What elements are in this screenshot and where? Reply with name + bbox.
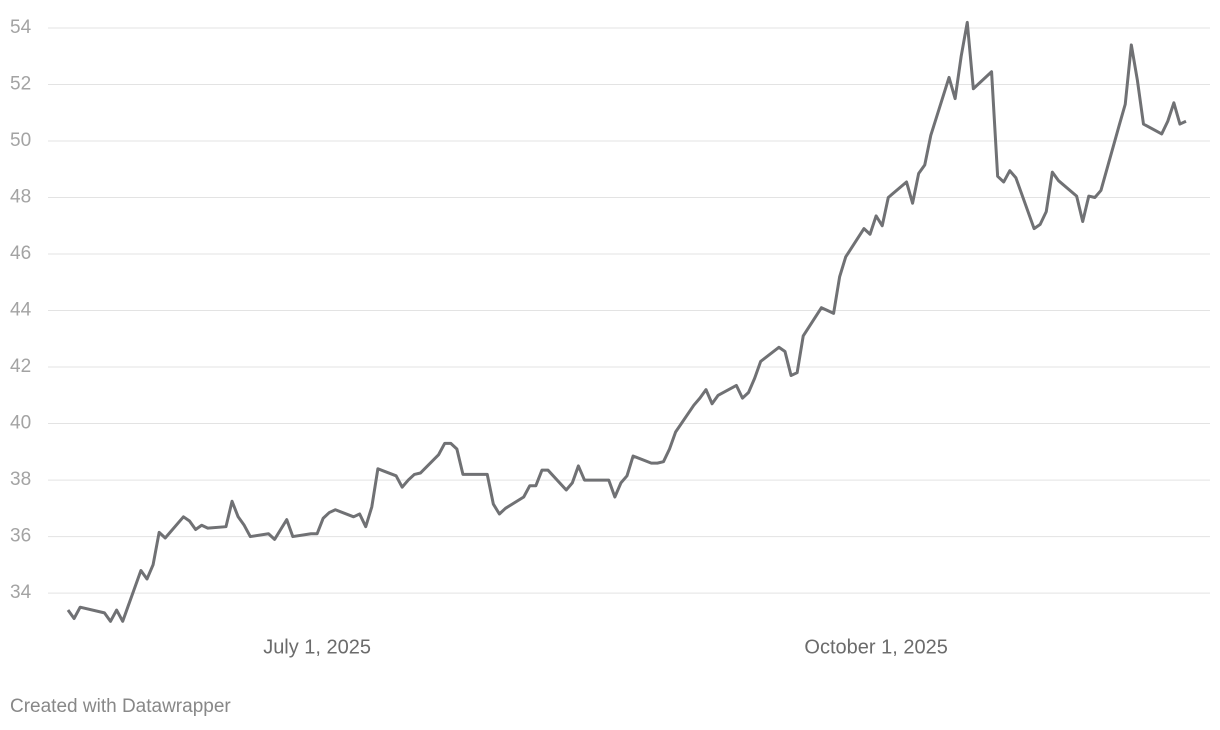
y-tick-label: 44: [10, 300, 32, 321]
y-tick-label: 52: [10, 74, 31, 95]
y-tick-label: 34: [10, 582, 32, 603]
y-tick-label: 50: [10, 130, 31, 151]
line: [66, 20, 1187, 623]
x-tick-label: October 1, 2025: [804, 636, 947, 658]
y-tick-label: 36: [10, 526, 31, 547]
y-tick-label: 40: [10, 413, 31, 434]
y-tick-label: 46: [10, 243, 31, 264]
y-tick-label: 48: [10, 187, 31, 208]
x-tick-label: July 1, 2025: [263, 636, 371, 658]
credit: Created with Datawrapper: [10, 696, 231, 717]
y-tick-label: 38: [10, 469, 31, 490]
y-tick-label: 54: [10, 17, 32, 38]
y-tick-label: 42: [10, 356, 31, 377]
